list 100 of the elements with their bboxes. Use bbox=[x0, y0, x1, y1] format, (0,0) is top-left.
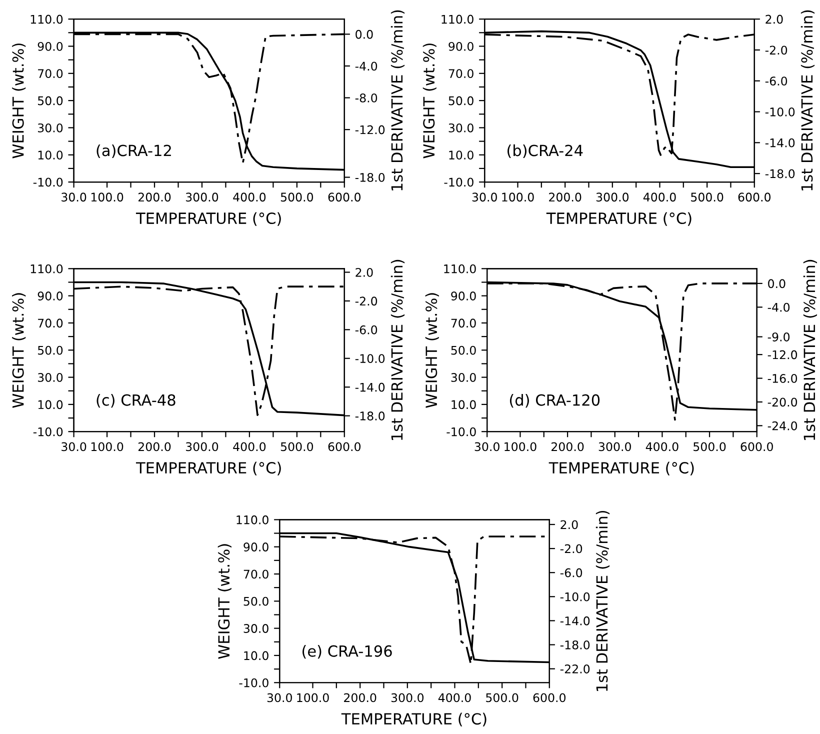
y-tick-label: 50.0 bbox=[38, 96, 63, 106]
y-tick-label: 70.0 bbox=[244, 570, 268, 579]
y-tick-label: 90.0 bbox=[38, 292, 63, 300]
x-tick-label: 600.0 bbox=[533, 693, 566, 702]
y2-tick-label: 0.0 bbox=[356, 30, 373, 39]
y-tick-label: 10.0 bbox=[244, 651, 268, 660]
x-tick-label: 30.0 bbox=[472, 192, 497, 202]
x-tick-label: 600.0 bbox=[328, 442, 361, 452]
y-axis-title: WEIGHT (wt.%) bbox=[218, 544, 232, 659]
y2-tick-label: -10.0 bbox=[560, 592, 590, 602]
y-tick-label: 30.0 bbox=[448, 123, 474, 132]
y2-tick-label: -6.0 bbox=[355, 325, 378, 334]
y-tick-label: 110.0 bbox=[444, 264, 476, 274]
y2-tick-label: -4.0 bbox=[768, 302, 790, 312]
y-tick-label: 10.0 bbox=[449, 150, 474, 160]
x-tick-label: 30.0 bbox=[62, 192, 86, 202]
y-tick-label: 90.0 bbox=[244, 542, 268, 552]
y-tick-label: 30.0 bbox=[244, 624, 268, 633]
y2-tick-label: 2.0 bbox=[356, 268, 373, 277]
y2-tick-label: -6.0 bbox=[765, 76, 788, 86]
y2-tick-label: -18.0 bbox=[355, 412, 385, 420]
x-tick-label: 300.0 bbox=[186, 192, 218, 202]
y2-tick-label: -14.0 bbox=[560, 616, 590, 626]
y-tick-label: -10.0 bbox=[33, 427, 63, 436]
x-tick-label: 400.0 bbox=[438, 693, 471, 702]
y-tick-label: -10.0 bbox=[33, 178, 63, 187]
y2-tick-label: -2.0 bbox=[765, 46, 788, 55]
y2-tick-label: -10.0 bbox=[355, 354, 385, 364]
y-tick-label: 90.0 bbox=[38, 42, 63, 51]
y-tick-label: 10.0 bbox=[38, 400, 63, 410]
annotation: (e) CRA-196 bbox=[302, 645, 392, 659]
y2-tick-label: 0.0 bbox=[768, 279, 786, 288]
y2-tick-label: -6.0 bbox=[560, 568, 582, 578]
x-tick-label: 30.0 bbox=[62, 442, 86, 452]
x-tick-label: 500.0 bbox=[280, 442, 314, 452]
x-axis-title: TEMPERATURE (°C) bbox=[548, 462, 694, 476]
y-axis-title: WEIGHT (wt.%) bbox=[12, 44, 26, 158]
y2-tick-label: -2.0 bbox=[355, 296, 378, 306]
y-tick-label: 110.0 bbox=[30, 14, 63, 24]
x-tick-label: 200.0 bbox=[138, 442, 171, 452]
y2-tick-label: -10.0 bbox=[765, 107, 795, 116]
y2-axis-title: 1st DERIVATIVE (%/min) bbox=[390, 10, 405, 190]
y2-tick-label: -14.0 bbox=[355, 382, 385, 392]
y2-tick-label: -22.0 bbox=[560, 664, 590, 674]
x-tick-label: 200.0 bbox=[138, 192, 171, 202]
x-tick-label: 300.0 bbox=[598, 442, 631, 452]
x-tick-label: 600.0 bbox=[738, 192, 771, 202]
x-tick-label: 100.0 bbox=[91, 192, 124, 202]
annotation: (a)CRA-12 bbox=[96, 144, 171, 158]
y-tick-label: 50.0 bbox=[451, 346, 476, 355]
annotation: (c) CRA-48 bbox=[96, 394, 176, 408]
annotation: (b)CRA-24 bbox=[508, 144, 583, 158]
y-tick-label: 10.0 bbox=[452, 400, 476, 410]
x-tick-label: 300.0 bbox=[186, 442, 218, 452]
x-tick-label: 500.0 bbox=[486, 693, 518, 702]
y-tick-label: 70.0 bbox=[451, 318, 476, 328]
x-tick-label: 400.0 bbox=[233, 192, 266, 202]
x-axis-title: TEMPERATURE (°C) bbox=[136, 212, 281, 226]
y2-tick-label: -12.0 bbox=[355, 125, 385, 134]
y-tick-label: 70.0 bbox=[38, 69, 63, 78]
y-tick-label: 50.0 bbox=[448, 96, 474, 106]
y2-axis-title: 1st DERIVATIVE (%/min) bbox=[803, 260, 817, 440]
y-tick-label: -10.0 bbox=[446, 427, 476, 436]
y2-tick-label: -8.0 bbox=[355, 94, 378, 102]
x-tick-label: 100.0 bbox=[504, 442, 536, 452]
x-tick-label: 200.0 bbox=[344, 693, 376, 702]
x-tick-label: 200.0 bbox=[552, 442, 584, 452]
y-axis-title: WEIGHT (wt.%) bbox=[12, 293, 26, 408]
x-tick-label: 600.0 bbox=[328, 192, 361, 202]
x-tick-label: 500.0 bbox=[280, 192, 314, 202]
y2-axis-title: 1st DERIVATIVE (%/min) bbox=[596, 510, 610, 691]
x-tick-label: 500.0 bbox=[694, 442, 726, 452]
y2-tick-label: -18.0 bbox=[765, 169, 795, 178]
y2-tick-label: -9.0 bbox=[768, 332, 790, 342]
x-tick-label: 300.0 bbox=[391, 693, 424, 702]
x-tick-label: 500.0 bbox=[691, 192, 724, 202]
y2-tick-label: -20.0 bbox=[768, 398, 798, 407]
x-tick-label: 400.0 bbox=[646, 442, 678, 452]
y2-tick-label: -24.0 bbox=[768, 421, 798, 430]
x-tick-label: 100.0 bbox=[91, 442, 124, 452]
y-tick-label: -10.0 bbox=[444, 178, 474, 187]
y-axis-title: WEIGHT (wt.%) bbox=[425, 293, 439, 408]
y2-tick-label: -4.0 bbox=[355, 62, 378, 71]
y-tick-label: 30.0 bbox=[38, 373, 63, 382]
y2-tick-label: -16.0 bbox=[768, 374, 798, 383]
y2-tick-label: -18.0 bbox=[560, 640, 590, 650]
y2-tick-label: -2.0 bbox=[560, 544, 582, 554]
x-tick-label: 100.0 bbox=[502, 192, 534, 202]
y2-axis-title: 1st DERIVATIVE (%/min) bbox=[390, 260, 405, 440]
y2-axis-title: 1st DERIVATIVE (%/min) bbox=[800, 10, 815, 190]
x-tick-label: 400.0 bbox=[643, 192, 676, 202]
y-tick-label: 70.0 bbox=[38, 318, 63, 328]
x-tick-label: 600.0 bbox=[740, 442, 773, 452]
x-tick-label: 100.0 bbox=[297, 693, 329, 702]
y2-tick-label: -12.0 bbox=[768, 350, 798, 360]
y2-tick-label: -14.0 bbox=[765, 138, 795, 148]
y2-tick-label: -18.0 bbox=[355, 172, 385, 182]
y-tick-label: 50.0 bbox=[38, 346, 63, 355]
annotation: (d) CRA-120 bbox=[510, 394, 600, 408]
y-axis-title: WEIGHT (wt.%) bbox=[422, 44, 436, 158]
